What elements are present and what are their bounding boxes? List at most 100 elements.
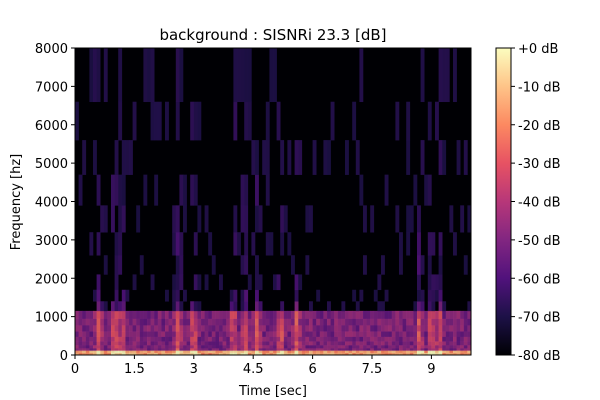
- spectrogram-cell: [89, 341, 94, 346]
- spectrogram-cell: [287, 232, 292, 256]
- spectrogram-cell: [255, 318, 259, 326]
- spectrogram-cell: [384, 352, 389, 355]
- spectrogram-cell: [121, 350, 126, 353]
- spectrogram-cell: [175, 318, 180, 326]
- spectrogram-cell: [417, 331, 421, 337]
- spectrogram-cell: [255, 336, 259, 342]
- spectrogram-cell: [312, 348, 317, 351]
- spectrogram-cell: [262, 348, 267, 351]
- spectrogram-cell: [406, 310, 411, 319]
- spectrogram-cell: [269, 325, 274, 332]
- spectrogram-cell: [183, 350, 187, 353]
- spectrogram-cell: [341, 331, 346, 337]
- spectrogram-cell: [172, 301, 177, 312]
- spectrogram-cell: [247, 325, 252, 332]
- spectrogram-cell: [294, 301, 299, 312]
- spectrogram-cell: [179, 350, 184, 353]
- spectrogram-cell: [399, 255, 403, 275]
- spectrogram-cell: [129, 310, 133, 319]
- spectrogram-cell: [103, 341, 108, 346]
- spectrogram-cell: [114, 336, 119, 342]
- spectrogram-cell: [186, 348, 191, 351]
- spectrogram-cell: [291, 348, 295, 351]
- spectrogram-cell: [334, 331, 339, 337]
- y-axis: 0 1000 2000 3000 4000 5000 6000 7000 8000: [35, 42, 75, 364]
- spectrogram-cell: [298, 318, 303, 326]
- spectrogram-cell: [226, 331, 231, 337]
- y-tick-label: 8000: [35, 42, 68, 57]
- spectrogram-cell: [456, 331, 461, 337]
- spectrogram-cell: [147, 331, 151, 337]
- spectrogram-cell: [352, 352, 357, 355]
- spectrogram-cell: [201, 350, 205, 353]
- spectrogram-cell: [330, 345, 335, 349]
- spectrogram-cell: [363, 352, 367, 355]
- spectrogram-cell: [255, 352, 259, 355]
- spectrogram-cell: [240, 345, 245, 349]
- spectrogram-cell: [226, 325, 231, 332]
- spectrogram-cell: [337, 341, 342, 346]
- spectrogram-cell: [381, 310, 385, 319]
- spectrogram-cell: [240, 352, 245, 355]
- spectrogram-cell: [204, 341, 209, 346]
- spectrogram-cell: [201, 318, 205, 326]
- spectrogram-cell: [111, 205, 115, 233]
- spectrogram-cell: [114, 310, 119, 319]
- spectrogram-cell: [190, 101, 195, 141]
- spectrogram-cell: [233, 348, 238, 351]
- spectrogram-cell: [139, 341, 144, 346]
- spectrogram-cell: [132, 101, 137, 141]
- spectrogram-cell: [420, 331, 425, 337]
- spectrogram-cell: [345, 336, 349, 342]
- spectrogram-cell: [442, 318, 447, 326]
- spectrogram-cell: [96, 331, 101, 337]
- spectrogram-cell: [121, 345, 126, 349]
- spectrogram-cell: [337, 331, 342, 337]
- spectrogram-cell: [262, 140, 267, 175]
- spectrogram-cell: [78, 341, 83, 346]
- spectrogram-cell: [147, 350, 151, 353]
- spectrogram-cell: [233, 336, 238, 342]
- spectrogram-cell: [449, 205, 454, 233]
- spectrogram-cell: [118, 174, 123, 206]
- spectrogram-cell: [251, 352, 256, 355]
- spectrogram-cell: [96, 352, 101, 355]
- spectrogram-cell: [229, 348, 234, 351]
- spectrogram-cell: [330, 325, 335, 332]
- spectrogram-cell: [420, 352, 425, 355]
- spectrogram-cell: [366, 352, 371, 355]
- spectrogram-cell: [89, 352, 94, 355]
- spectrogram-cell: [132, 274, 137, 291]
- spectrogram-cell: [363, 345, 367, 349]
- spectrogram-cell: [413, 174, 418, 206]
- spectrogram-cell: [93, 289, 97, 302]
- spectrogram-cell: [208, 341, 213, 346]
- spectrogram-cell: [165, 350, 169, 353]
- spectrogram-cell: [139, 318, 144, 326]
- spectrogram-cell: [370, 348, 375, 351]
- spectrogram-cell: [309, 318, 313, 326]
- spectrogram-cell: [323, 331, 328, 337]
- spectrogram-cell: [197, 325, 202, 332]
- spectrogram-cell: [298, 140, 303, 175]
- spectrogram-cell: [417, 325, 421, 332]
- spectrogram-cell: [237, 336, 241, 342]
- spectrogram-cell: [193, 174, 198, 206]
- spectrogram-cell: [417, 318, 421, 326]
- spectrogram-cell: [366, 331, 371, 337]
- spectrogram-cell: [269, 348, 274, 351]
- spectrogram-cell: [229, 310, 234, 319]
- spectrogram-cell: [157, 331, 162, 337]
- spectrogram-cell: [240, 336, 245, 342]
- spectrogram-cell: [334, 318, 339, 326]
- spectrogram-cell: [355, 331, 360, 337]
- spectrogram-cell: [294, 348, 299, 351]
- spectrogram-cell: [154, 101, 159, 141]
- spectrogram-cell: [330, 350, 335, 353]
- spectrogram-cell: [391, 352, 396, 355]
- spectrogram-cell: [150, 341, 155, 346]
- spectrogram-cell: [438, 255, 443, 275]
- spectrogram-cell: [359, 348, 364, 351]
- spectrogram-cell: [229, 345, 234, 349]
- spectrogram-cell: [107, 352, 112, 355]
